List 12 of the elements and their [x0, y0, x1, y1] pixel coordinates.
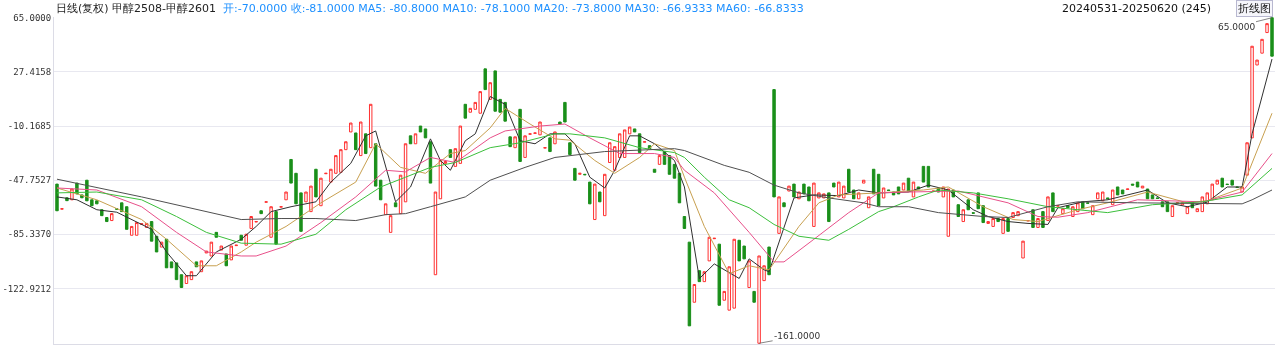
y-tick-label: -85.3370	[7, 229, 52, 240]
y-tick-label: -47.7527	[7, 175, 52, 186]
text: 折线图	[1238, 2, 1271, 15]
chart-subtitle: 开:-70.0000 收:-81.0000 MA5: -80.8000 MA10: -78.1000 MA20: -73.8000 MA30: -66.9333 MA60: -66.8333	[223, 2, 804, 15]
chart-title: 日线(复权) 甲醇2508-甲醇2601	[56, 2, 217, 15]
y-tick-label: -10.1685	[7, 121, 52, 132]
text: 20240531-20250620 (245)	[1062, 2, 1212, 15]
annotation: -161.0000	[774, 331, 821, 341]
y-tick-label: 27.4158	[13, 67, 52, 78]
y-tick-label: 65.0000	[13, 12, 52, 23]
y-tick-label: -122.9212	[2, 283, 52, 294]
annotation: 65.0000	[1218, 22, 1256, 32]
